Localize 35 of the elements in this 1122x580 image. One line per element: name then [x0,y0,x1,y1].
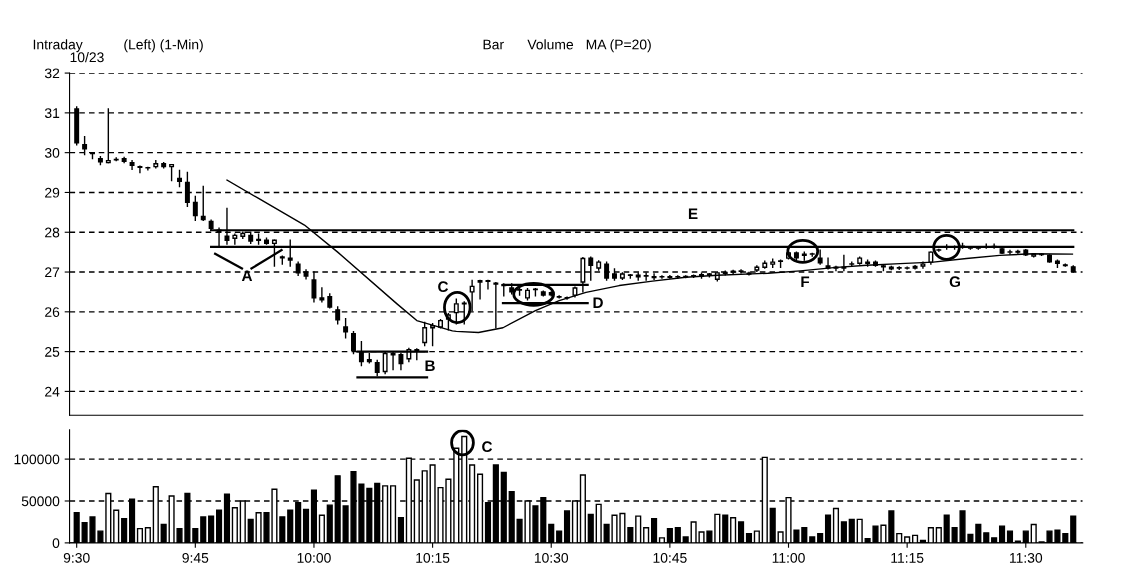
x-tick-label: 11:15 [891,553,924,563]
y-tick-label: 25 [45,346,60,357]
y-tick-label: 100000 [14,454,60,465]
y-tick-label: 26 [45,307,60,317]
annotation: E [688,208,698,219]
chart-title: Intraday [33,39,83,53]
annotation: G [949,276,960,288]
x-tick-label: 10:45 [653,552,687,563]
x-tick-label: 10:15 [416,552,450,563]
y-tick-label: 32 [44,68,60,79]
y-tick-label: 50000 [21,496,60,507]
text: 10/23 [70,51,104,63]
x-tick-label: 10:00 [297,552,331,563]
text: MA (P=20) [586,39,651,53]
annotation: F [801,276,810,287]
chart-subtitle: (Left) (1-Min) [124,39,203,53]
y-tick-label: 29 [45,187,60,198]
x-tick-label: 9:30 [63,552,90,563]
y-tick-label: 24 [45,386,60,397]
y-tick-label: 30 [44,148,60,158]
y-tick-label: 31 [44,108,60,119]
annotation: C [482,441,493,453]
x-tick-label: 9:45 [182,552,209,563]
x-tick-label: 11:00 [772,552,805,563]
y-tick-label: 27 [45,267,60,278]
y-tick-label: 0 [52,538,60,549]
x-tick-label: 11:30 [1009,552,1043,563]
text: Volume [527,39,574,50]
text: Bar [483,39,504,50]
x-tick-label: 10:30 [534,552,569,563]
y-tick-label: 28 [45,227,60,238]
annotation: A [241,270,253,281]
annotation: C [438,281,449,293]
annotation: B [425,360,435,371]
annotation: D [593,297,603,308]
